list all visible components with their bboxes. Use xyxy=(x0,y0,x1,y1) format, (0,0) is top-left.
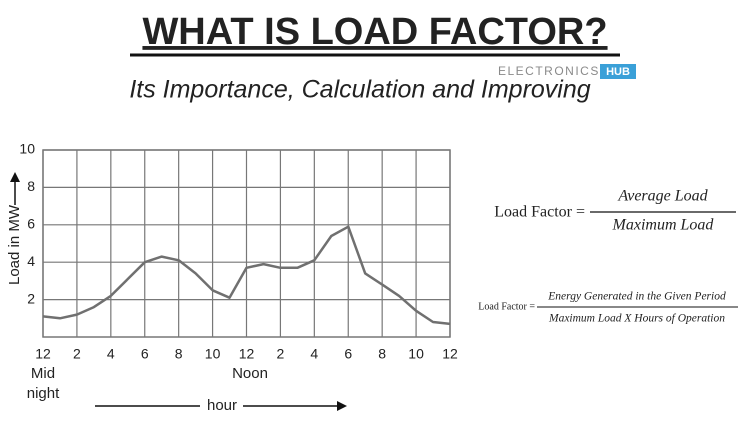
formula-numerator: Average Load xyxy=(617,188,708,205)
y-tick-label: 4 xyxy=(27,253,35,269)
y-tick-label: 10 xyxy=(19,141,35,157)
title: WHAT IS LOAD FACTOR? xyxy=(142,11,607,53)
formula-lhs: Load Factor = xyxy=(494,204,585,221)
formula-denominator: Maximum Load X Hours of Operation xyxy=(548,313,725,325)
x-tick-label: 10 xyxy=(408,346,424,362)
x-tick-label: 6 xyxy=(141,346,149,362)
y-tick-label: 8 xyxy=(27,178,35,194)
x-tick-label: 2 xyxy=(73,346,81,362)
x-tick-label: 12 xyxy=(239,346,255,362)
x-arrow-head xyxy=(337,401,347,411)
x-tick-label: 2 xyxy=(277,346,285,362)
x-tick-label: 4 xyxy=(310,346,318,362)
load-curve xyxy=(42,225,451,326)
x-tick-label: 4 xyxy=(107,346,115,362)
formula-numerator: Energy Generated in the Given Period xyxy=(547,291,726,303)
y-tick-label: 2 xyxy=(27,290,35,306)
y-arrow-head xyxy=(10,172,20,182)
formula-lhs: Load Factor = xyxy=(478,301,535,312)
formula-denominator: Maximum Load xyxy=(612,217,715,234)
x-tick-label: 12 xyxy=(442,346,458,362)
logo-badge: HUB xyxy=(606,66,630,78)
x-tick-label: 6 xyxy=(344,346,352,362)
y-tick-label: 6 xyxy=(27,216,35,232)
y-axis-label: Load in MW xyxy=(6,204,23,285)
x-annotation: Noon xyxy=(232,365,268,382)
subtitle: Its Importance, Calculation and Improvin… xyxy=(129,76,590,104)
x-annotation: Mid xyxy=(31,365,55,382)
logo-box xyxy=(600,64,636,79)
x-tick-label: 8 xyxy=(378,346,386,362)
x-tick-label: 8 xyxy=(175,346,183,362)
x-annotation: night xyxy=(27,385,60,402)
x-tick-label: 12 xyxy=(35,346,51,362)
logo-text: ELECTRONICS xyxy=(498,64,600,78)
x-tick-label: 10 xyxy=(205,346,221,362)
x-axis-label: hour xyxy=(207,397,237,414)
